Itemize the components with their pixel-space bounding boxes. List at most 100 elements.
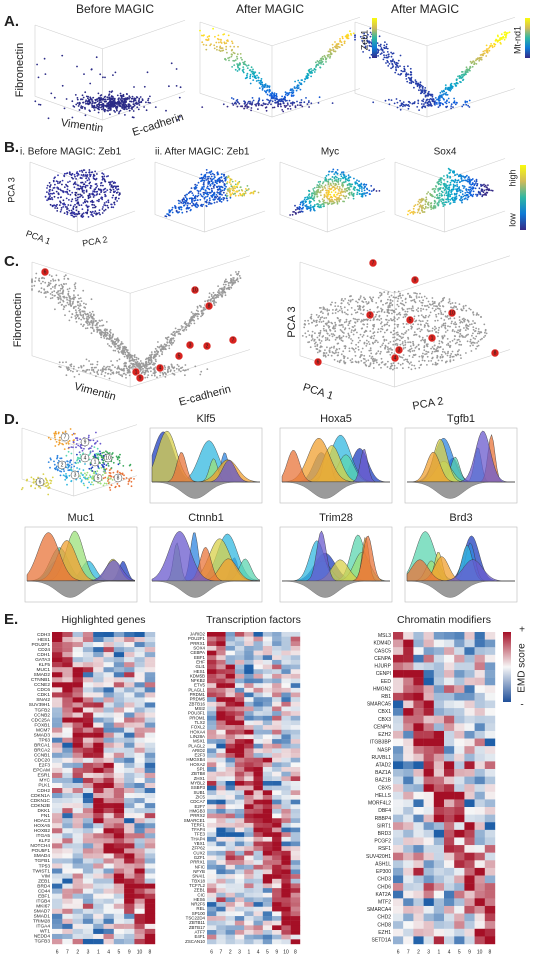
point [457,75,459,78]
point [284,93,287,96]
point [206,171,208,174]
point [322,312,324,314]
point [497,35,499,38]
point [432,195,434,198]
point [339,187,341,190]
point [345,189,348,192]
point [202,307,205,309]
point [115,107,118,109]
point [97,321,99,324]
point [300,101,303,104]
point [431,363,434,366]
point [184,327,187,329]
point [68,295,70,297]
point [416,211,419,214]
point [98,193,101,196]
point [302,206,304,209]
point [223,288,226,291]
point [452,201,455,204]
point [213,183,216,186]
point [412,207,415,210]
point [427,204,430,206]
point [74,285,76,288]
point [370,41,372,43]
point [268,100,271,103]
point [460,197,462,200]
point [340,178,342,180]
point [426,355,429,358]
point [468,178,471,181]
point [394,71,397,74]
point [207,203,210,206]
point [227,57,230,59]
point [312,69,314,72]
point [358,180,360,183]
point [113,201,115,204]
point [98,329,100,331]
point [85,370,87,373]
point [397,305,400,308]
point [220,185,223,188]
point [203,175,206,178]
point [194,196,196,198]
point [92,313,95,316]
point [74,287,77,290]
point [109,113,111,116]
point [443,189,446,192]
point [223,41,226,44]
point [112,188,115,191]
point [176,119,179,121]
point [231,42,234,45]
point [105,368,107,371]
point [85,99,87,102]
point [381,344,384,346]
point [341,185,344,188]
point [117,365,120,368]
point [356,179,358,182]
point [191,315,194,318]
point [273,92,276,94]
point [195,203,197,206]
point [458,189,461,191]
point [121,374,123,376]
point [439,99,441,101]
label: PCA 3 [6,177,16,203]
point [333,201,336,204]
point [334,183,337,185]
point [180,201,183,204]
point [234,180,237,182]
point [356,301,359,304]
point [131,354,134,357]
point [91,203,94,206]
point [179,370,182,373]
point [98,209,101,212]
point [421,320,424,322]
point [441,202,444,204]
point [476,195,478,197]
point [261,85,263,88]
point [368,189,371,192]
point [339,40,341,43]
point [438,194,441,197]
point [81,98,84,101]
point [101,108,103,111]
label: A. [4,13,19,30]
point [342,171,345,174]
point [215,41,218,44]
point [78,204,81,207]
point [337,188,340,191]
point [80,181,83,184]
point [57,196,59,199]
point [441,359,443,362]
point [252,99,255,102]
point [295,89,298,92]
point [319,180,322,183]
point [208,296,211,299]
point [71,297,74,300]
point [345,320,348,323]
point [81,186,84,188]
point [498,39,500,42]
point [225,45,228,48]
point [340,359,342,362]
point [328,50,331,53]
